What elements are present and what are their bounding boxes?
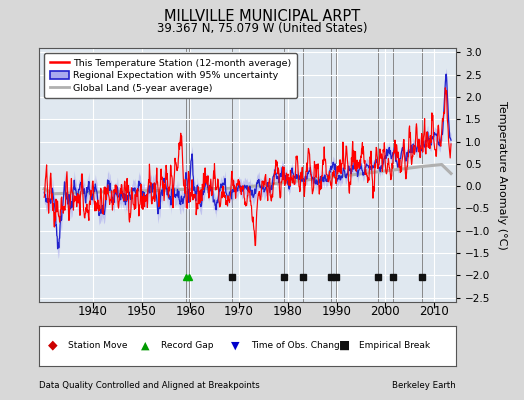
Legend: This Temperature Station (12-month average), Regional Expectation with 95% uncer: This Temperature Station (12-month avera… <box>44 53 297 98</box>
Text: 1940: 1940 <box>78 305 108 318</box>
Y-axis label: Temperature Anomaly (°C): Temperature Anomaly (°C) <box>497 101 507 249</box>
Text: ◆: ◆ <box>48 339 57 352</box>
Text: Empirical Break: Empirical Break <box>359 341 430 350</box>
Text: 2000: 2000 <box>370 305 400 318</box>
Text: 39.367 N, 75.079 W (United States): 39.367 N, 75.079 W (United States) <box>157 22 367 35</box>
Text: 1990: 1990 <box>322 305 352 318</box>
Text: Data Quality Controlled and Aligned at Breakpoints: Data Quality Controlled and Aligned at B… <box>39 381 260 390</box>
Text: ▲: ▲ <box>141 340 150 350</box>
Text: 2010: 2010 <box>419 305 449 318</box>
Text: Station Move: Station Move <box>68 341 127 350</box>
Text: 1950: 1950 <box>127 305 157 318</box>
Text: ■: ■ <box>339 339 351 352</box>
Text: 1960: 1960 <box>176 305 205 318</box>
Text: 1970: 1970 <box>224 305 254 318</box>
Text: 1980: 1980 <box>273 305 303 318</box>
Text: MILLVILLE MUNICIPAL ARPT: MILLVILLE MUNICIPAL ARPT <box>164 9 360 24</box>
Text: Time of Obs. Change: Time of Obs. Change <box>251 341 345 350</box>
Text: Record Gap: Record Gap <box>161 341 214 350</box>
Text: Berkeley Earth: Berkeley Earth <box>392 381 456 390</box>
Text: ▼: ▼ <box>231 340 239 350</box>
